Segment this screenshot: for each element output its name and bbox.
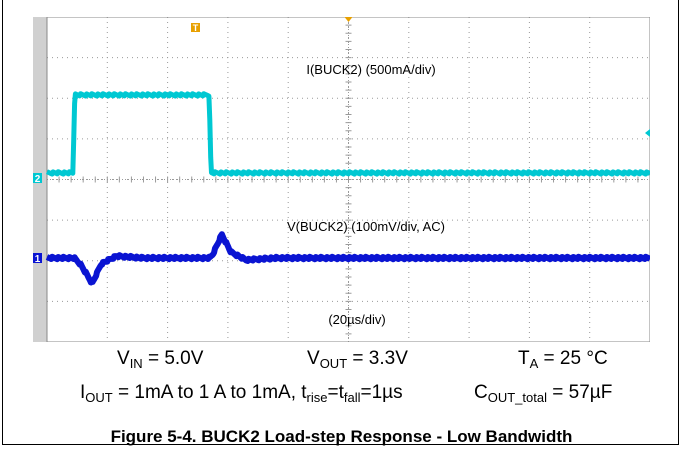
- cout-condition: COUT_total = 57µF: [474, 382, 613, 405]
- ch2-ground-marker-label: 2: [35, 174, 41, 185]
- ch2-offset-marker: [645, 129, 650, 137]
- labels: I(BUCK2) (500mA/div) V(BUCK2) (100mV/div,…: [287, 62, 445, 327]
- timebase-label: (20µs/div): [328, 312, 385, 327]
- series-trace-ch2: [45, 91, 650, 177]
- vout-condition: VOUT = 3.3V: [307, 348, 408, 371]
- iout-condition: IOUT = 1mA to 1 A to 1mA, trise=tfall=1µ…: [80, 382, 403, 405]
- scope-chart: I(BUCK2) (500mA/div) V(BUCK2) (100mV/div,…: [33, 17, 650, 342]
- series-trace-ch1: [44, 231, 650, 286]
- traces: [44, 91, 650, 286]
- plot-border: [46, 17, 650, 342]
- trigger-marker-box: [191, 23, 200, 32]
- figure-caption: Figure 5-4. BUCK2 Load-step Response - L…: [110, 427, 573, 446]
- figure-frame: [2, 0, 679, 445]
- ch1-ground-marker-label: 1: [35, 254, 41, 265]
- voltage-series-label: V(BUCK2) (100mV/div, AC): [287, 219, 445, 234]
- trigger-position-marker: [344, 17, 353, 22]
- vin-condition: VIN = 5.0V: [117, 348, 204, 371]
- ta-condition: TA = 25 °C: [518, 348, 608, 371]
- current-series-label: I(BUCK2) (500mA/div): [306, 62, 435, 77]
- ch2-ground-marker-box: [33, 173, 42, 183]
- markers: T 2 1: [33, 17, 650, 265]
- ch1-ground-marker-box: [33, 253, 42, 263]
- trigger-marker-label: T: [193, 23, 199, 33]
